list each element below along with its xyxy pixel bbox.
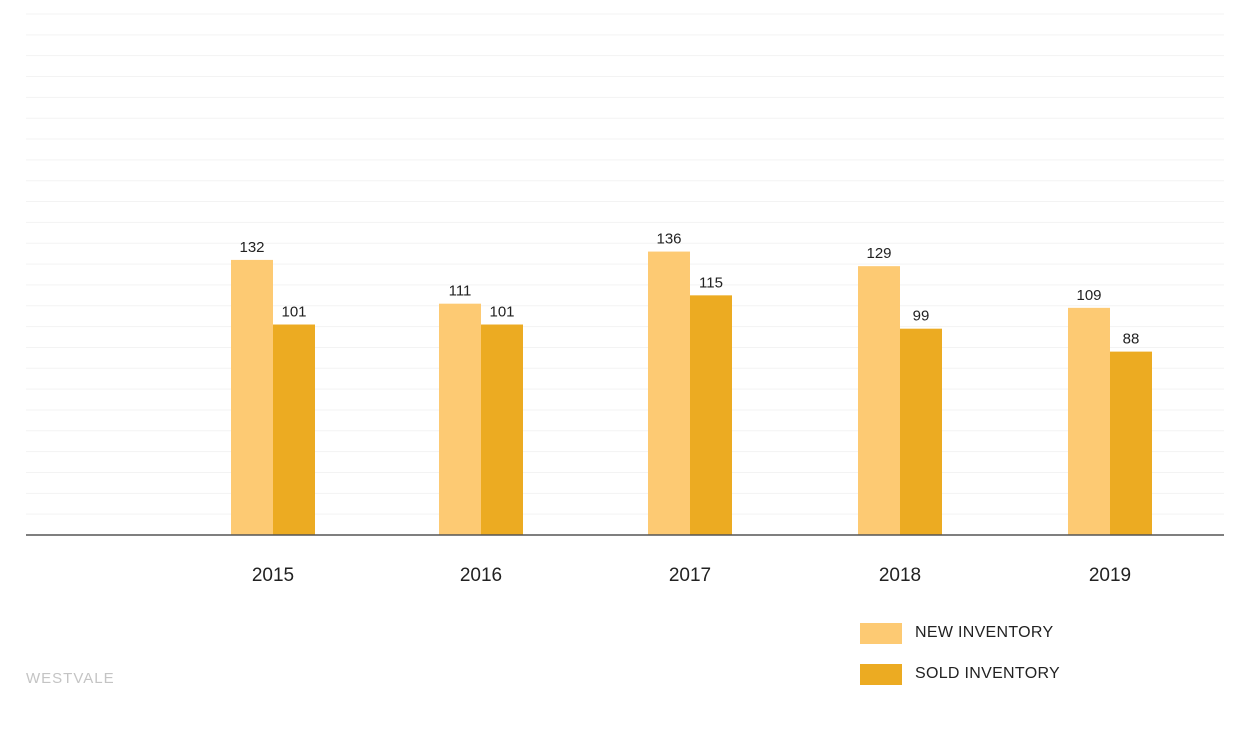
bar-new-inventory-2018 xyxy=(858,266,900,535)
data-label-new-inventory-2015: 132 xyxy=(239,239,264,256)
brand-watermark: WESTVALE xyxy=(26,670,115,687)
x-tick-label-2015: 2015 xyxy=(252,565,294,586)
bar-sold-inventory-2019 xyxy=(1110,351,1152,535)
x-tick-label-2018: 2018 xyxy=(879,565,921,586)
legend-swatch-sold-inventory xyxy=(860,663,902,685)
data-label-sold-inventory-2019: 88 xyxy=(1123,331,1140,348)
bar-new-inventory-2017 xyxy=(648,251,690,536)
bar-sold-inventory-2018 xyxy=(900,328,942,535)
bar-sold-inventory-2016 xyxy=(481,324,523,535)
data-label-sold-inventory-2015: 101 xyxy=(281,304,306,321)
data-label-sold-inventory-2016: 101 xyxy=(489,304,514,321)
legend-label-new-inventory: NEW INVENTORY xyxy=(915,624,1054,641)
data-label-new-inventory-2018: 129 xyxy=(866,245,891,262)
data-label-sold-inventory-2018: 99 xyxy=(913,308,930,325)
legend: NEW INVENTORY SOLD INVENTORY xyxy=(860,622,1060,704)
bar-chart: 132 101 2015 111 101 2016 136 115 2017 129 99 2018 1… xyxy=(26,13,1224,586)
data-label-sold-inventory-2017: 115 xyxy=(699,274,723,291)
x-tick-label-2016: 2016 xyxy=(460,565,502,586)
bar-sold-inventory-2015 xyxy=(273,324,315,535)
bar-new-inventory-2016 xyxy=(439,303,481,535)
legend-label-sold-inventory: SOLD INVENTORY xyxy=(915,665,1060,682)
x-tick-label-2019: 2019 xyxy=(1089,565,1131,586)
bar-new-inventory-2019 xyxy=(1068,307,1110,535)
data-label-new-inventory-2019: 109 xyxy=(1076,287,1101,304)
data-label-new-inventory-2017: 136 xyxy=(656,231,681,248)
x-tick-label-2017: 2017 xyxy=(669,565,711,586)
bar-new-inventory-2015 xyxy=(231,259,273,535)
legend-item-sold-inventory: SOLD INVENTORY xyxy=(860,663,1060,685)
legend-swatch-new-inventory xyxy=(860,622,902,644)
bar-sold-inventory-2017 xyxy=(690,295,732,535)
data-label-new-inventory-2016: 111 xyxy=(449,283,472,300)
legend-item-new-inventory: NEW INVENTORY xyxy=(860,622,1060,644)
